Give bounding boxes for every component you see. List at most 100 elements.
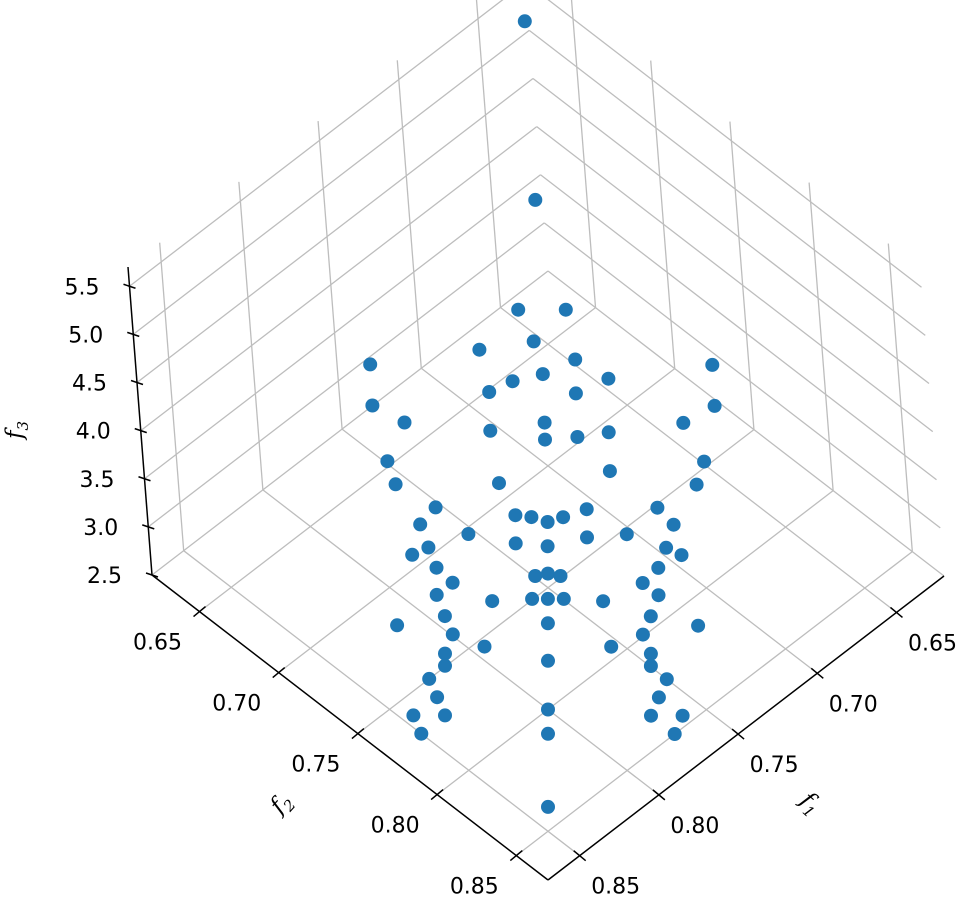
- x-tick-mark: [889, 606, 903, 619]
- z-tick-mark: [123, 283, 136, 289]
- grid-line-y-floor: [436, 490, 834, 796]
- data-point: [602, 464, 617, 479]
- data-point: [511, 302, 526, 317]
- data-point: [437, 609, 452, 624]
- grid-line-x-wall: [317, 121, 343, 430]
- y-axis-title: f2: [264, 788, 300, 823]
- data-point: [635, 627, 650, 642]
- data-point: [505, 374, 520, 389]
- data-point: [643, 646, 658, 661]
- data-point: [540, 616, 555, 631]
- data-point: [438, 646, 452, 661]
- data-point: [397, 415, 412, 430]
- data-point: [659, 540, 674, 555]
- data-point: [428, 500, 443, 515]
- y-tick-label: 0.85: [450, 875, 499, 900]
- data-point: [541, 726, 555, 741]
- grid-line-z-wall-left: [144, 174, 541, 480]
- z-axis-line: [127, 266, 153, 576]
- x-tick-label: 0.65: [908, 631, 957, 656]
- z-tick-mark: [130, 379, 144, 386]
- y-tick-label: 0.65: [133, 631, 182, 656]
- data-point: [390, 618, 405, 633]
- data-point: [540, 591, 555, 606]
- x-tick-label: 0.70: [829, 692, 878, 717]
- data-point: [483, 423, 498, 438]
- data-point: [643, 659, 658, 673]
- grid-line-y-floor: [357, 429, 755, 735]
- z-tick-label: 3.0: [83, 516, 118, 541]
- data-point: [558, 302, 573, 317]
- data-point: [651, 560, 666, 575]
- x-tick-label: 0.75: [750, 753, 799, 778]
- data-point: [691, 618, 706, 633]
- data-point: [445, 575, 460, 590]
- y-tick-mark: [509, 850, 523, 862]
- x-tick-label: 0.80: [670, 814, 719, 839]
- data-point: [604, 639, 619, 654]
- z-tick-label: 2.5: [87, 564, 122, 589]
- y-axis-line: [151, 574, 549, 881]
- grid-line-y-floor: [515, 551, 913, 857]
- data-point: [438, 708, 452, 723]
- grid-line-x-floor: [262, 489, 660, 796]
- x-tick-mark: [573, 850, 587, 862]
- grid-line-x-wall: [475, 0, 502, 308]
- y-tick-label: 0.75: [291, 753, 340, 778]
- data-point: [556, 510, 571, 525]
- y-tick-label: 0.80: [371, 814, 420, 839]
- data-point: [540, 515, 555, 529]
- grid-line-z-wall-left: [147, 222, 545, 528]
- data-point: [535, 367, 550, 382]
- data-point: [477, 639, 492, 654]
- data-point: [421, 540, 436, 555]
- y-tick-mark: [272, 667, 286, 679]
- pane-edges: [127, 266, 945, 881]
- data-point: [667, 727, 682, 741]
- data-point: [568, 352, 583, 367]
- data-point: [675, 708, 690, 723]
- z-tick-mark: [145, 572, 159, 578]
- data-point: [579, 502, 594, 517]
- data-point: [596, 594, 611, 609]
- data-point: [406, 708, 421, 723]
- data-point: [380, 454, 395, 469]
- data-point: [540, 566, 555, 581]
- data-point: [568, 386, 583, 401]
- data-point: [414, 726, 429, 741]
- grid-line-z-wall-right: [547, 0, 922, 288]
- data-point: [541, 702, 555, 717]
- data-point: [413, 517, 428, 532]
- data-point: [524, 510, 539, 525]
- data-point: [445, 627, 460, 642]
- data-point: [541, 799, 555, 814]
- grid-line-x-floor: [183, 550, 581, 857]
- grid-line-x-floor: [420, 367, 818, 674]
- x-tick-mark: [810, 667, 824, 679]
- z-tick-mark: [134, 427, 147, 434]
- grid-line-y-floor: [278, 368, 676, 674]
- data-point: [601, 425, 616, 440]
- data-point: [538, 432, 552, 447]
- data-point: [388, 477, 403, 492]
- data-point: [508, 508, 523, 523]
- z-tick-label: 5.5: [65, 275, 100, 300]
- data-point: [650, 500, 665, 515]
- data-point: [697, 454, 712, 469]
- data-point: [619, 527, 634, 542]
- x-axis-line: [547, 575, 945, 881]
- data-point: [707, 398, 722, 413]
- y-tick-mark: [193, 606, 207, 618]
- x-tick-mark: [731, 728, 745, 740]
- data-point: [635, 576, 650, 590]
- data-point: [666, 517, 681, 532]
- data-point: [601, 371, 616, 386]
- z-tick-label: 4.0: [76, 420, 111, 445]
- grid-line-z-wall-left: [129, 0, 504, 287]
- grid-line-z-wall-left: [140, 126, 538, 432]
- grid-line-y-wall: [887, 243, 913, 552]
- data-point: [705, 357, 720, 372]
- z-tick-mark: [142, 524, 155, 530]
- data-point: [553, 569, 568, 583]
